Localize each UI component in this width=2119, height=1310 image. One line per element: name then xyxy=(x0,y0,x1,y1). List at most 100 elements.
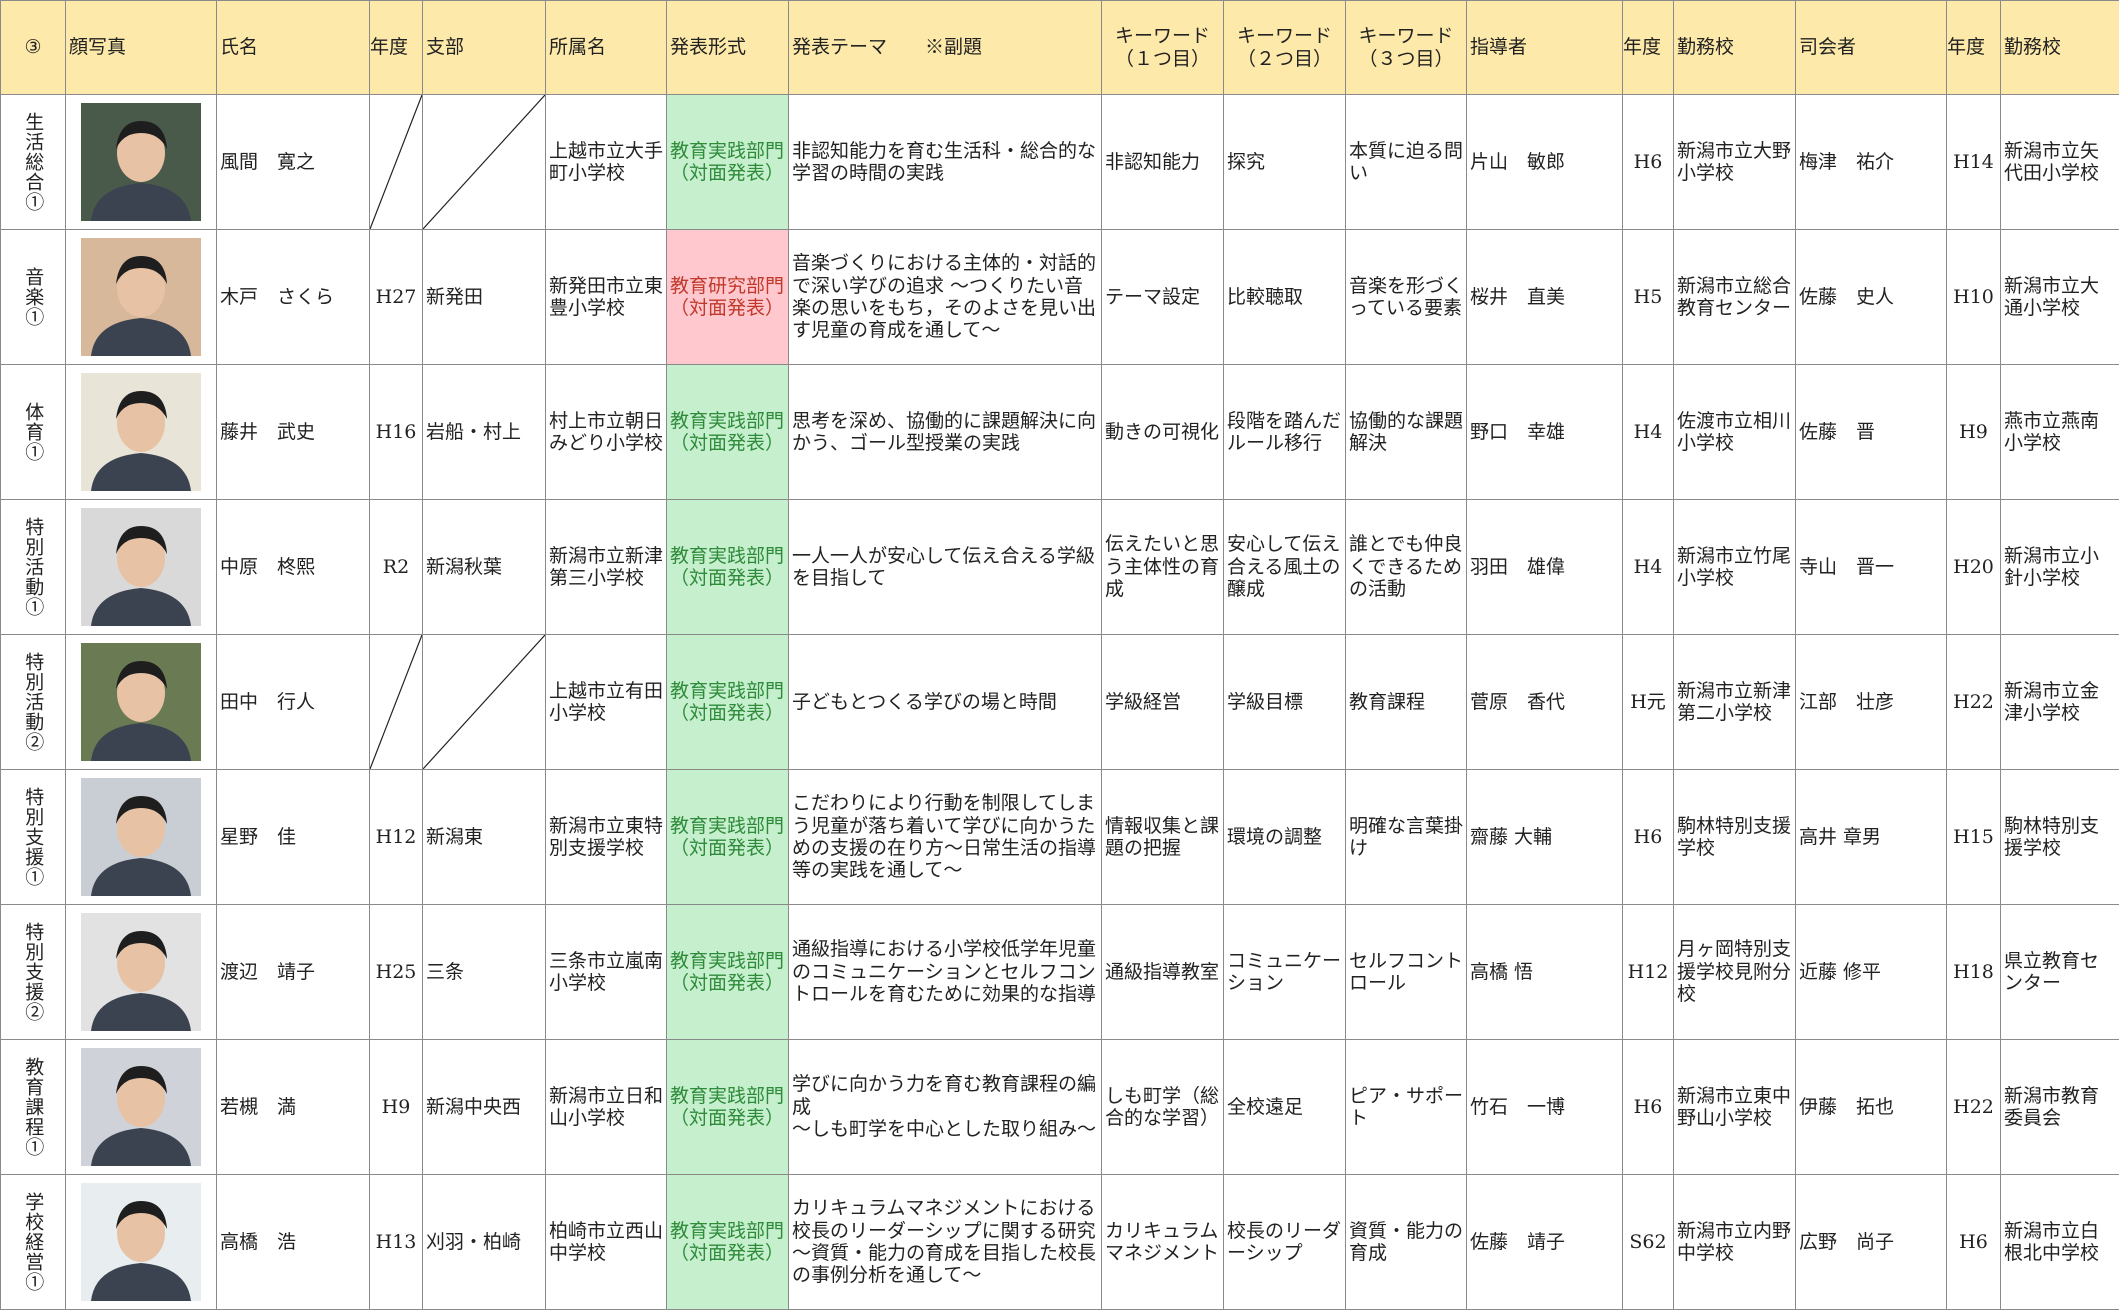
chair: 佐藤 晋 xyxy=(1796,365,1947,500)
advisor-year: H5 xyxy=(1623,230,1674,365)
photo-cell xyxy=(66,95,217,230)
chair-year: H14 xyxy=(1947,95,2001,230)
advisor-school: 新潟市立内野中学校 xyxy=(1674,1175,1796,1310)
advisor: 菅原 香代 xyxy=(1467,635,1623,770)
header-cell: 支部 xyxy=(423,1,546,95)
photo-cell xyxy=(66,230,217,365)
school: 新潟市立新津第三小学校 xyxy=(546,500,667,635)
advisor-year: S62 xyxy=(1623,1175,1674,1310)
keyword: 情報収集と課題の把握 xyxy=(1102,770,1224,905)
year: H16 xyxy=(370,365,423,500)
header-cell: 所属名 xyxy=(546,1,667,95)
year xyxy=(370,95,423,230)
school: 村上市立朝日みどり小学校 xyxy=(546,365,667,500)
advisor-year: H6 xyxy=(1623,770,1674,905)
photo xyxy=(81,103,201,221)
year xyxy=(370,635,423,770)
year: H27 xyxy=(370,230,423,365)
photo xyxy=(81,508,201,626)
chair: 佐藤 史人 xyxy=(1796,230,1947,365)
format: 教育実践部門（対面発表） xyxy=(667,770,789,905)
diagonal xyxy=(370,95,422,229)
format: 教育実践部門（対面発表） xyxy=(667,500,789,635)
keyword: 非認知能力 xyxy=(1102,95,1224,230)
chair: 伊藤 拓也 xyxy=(1796,1040,1947,1175)
branch xyxy=(423,635,546,770)
theme: 子どもとつくる学びの場と時間 xyxy=(789,635,1102,770)
photo-cell xyxy=(66,905,217,1040)
header-cell: 年度 xyxy=(1947,1,2001,95)
advisor-year: H4 xyxy=(1623,365,1674,500)
photo xyxy=(81,1183,201,1301)
advisor-school: 新潟市立竹尾小学校 xyxy=(1674,500,1796,635)
advisor-school: 駒林特別支援学校 xyxy=(1674,770,1796,905)
chair-year: H22 xyxy=(1947,635,2001,770)
chair: 近藤 修平 xyxy=(1796,905,1947,1040)
chair-school: 新潟市立白根北中学校 xyxy=(2001,1175,2119,1310)
keyword: ピア・サポート xyxy=(1346,1040,1467,1175)
chair: 寺山 晋一 xyxy=(1796,500,1947,635)
category: 特別支援① xyxy=(1,770,66,905)
theme: 音楽づくりにおける主体的・対話的で深い学びの追求 ～つくりたい音楽の思いをもち，… xyxy=(789,230,1102,365)
year: H12 xyxy=(370,770,423,905)
chair-year: H18 xyxy=(1947,905,2001,1040)
branch: 刈羽・柏崎 xyxy=(423,1175,546,1310)
keyword: 探究 xyxy=(1224,95,1346,230)
header-cell: ③ xyxy=(1,1,66,95)
advisor: 高橋 悟 xyxy=(1467,905,1623,1040)
keyword: 段階を踏んだルール移行 xyxy=(1224,365,1346,500)
header-cell: 勤務校 xyxy=(1674,1,1796,95)
photo-cell xyxy=(66,635,217,770)
branch: 新潟東 xyxy=(423,770,546,905)
header-cell: キーワード（２つ目） xyxy=(1224,1,1346,95)
keyword: 通級指導教室 xyxy=(1102,905,1224,1040)
keyword: 資質・能力の育成 xyxy=(1346,1175,1467,1310)
keyword: 誰とでも仲良くできるための活動 xyxy=(1346,500,1467,635)
branch: 新潟中央西 xyxy=(423,1040,546,1175)
category: 学校経営① xyxy=(1,1175,66,1310)
theme: 思考を深め、協働的に課題解決に向かう、ゴール型授業の実践 xyxy=(789,365,1102,500)
photo xyxy=(81,238,201,356)
name: 木戸 さくら xyxy=(217,230,370,365)
chair-school: 新潟市立大通小学校 xyxy=(2001,230,2119,365)
keyword: テーマ設定 xyxy=(1102,230,1224,365)
name: 田中 行人 xyxy=(217,635,370,770)
chair-school: 新潟市教育委員会 xyxy=(2001,1040,2119,1175)
name: 星野 佳 xyxy=(217,770,370,905)
advisor: 片山 敏郎 xyxy=(1467,95,1623,230)
school: 三条市立嵐南小学校 xyxy=(546,905,667,1040)
chair: 広野 尚子 xyxy=(1796,1175,1947,1310)
format: 教育実践部門（対面発表） xyxy=(667,905,789,1040)
name: 渡辺 靖子 xyxy=(217,905,370,1040)
keyword: 伝えたいと思う主体性の育成 xyxy=(1102,500,1224,635)
school: 上越市立大手町小学校 xyxy=(546,95,667,230)
theme: カリキュラムマネジメントにおける校長のリーダーシップに関する研究～資質・能力の育… xyxy=(789,1175,1102,1310)
year: H13 xyxy=(370,1175,423,1310)
chair-school: 駒林特別支援学校 xyxy=(2001,770,2119,905)
keyword: 学級経営 xyxy=(1102,635,1224,770)
advisor-year: H4 xyxy=(1623,500,1674,635)
advisor-school: 新潟市立新津第二小学校 xyxy=(1674,635,1796,770)
chair: 高井 章男 xyxy=(1796,770,1947,905)
format: 教育実践部門（対面発表） xyxy=(667,95,789,230)
branch: 岩船・村上 xyxy=(423,365,546,500)
advisor: 竹石 一博 xyxy=(1467,1040,1623,1175)
diagonal xyxy=(370,635,422,769)
chair-year: H9 xyxy=(1947,365,2001,500)
advisor-year: H12 xyxy=(1623,905,1674,1040)
category: 生活総合① xyxy=(1,95,66,230)
photo xyxy=(81,373,201,491)
photo xyxy=(81,913,201,1031)
advisor-school: 佐渡市立相川小学校 xyxy=(1674,365,1796,500)
header-cell: 年度 xyxy=(1623,1,1674,95)
keyword: 学級目標 xyxy=(1224,635,1346,770)
theme: 通級指導における小学校低学年児童のコミュニケーションとセルフコントロールを育むた… xyxy=(789,905,1102,1040)
